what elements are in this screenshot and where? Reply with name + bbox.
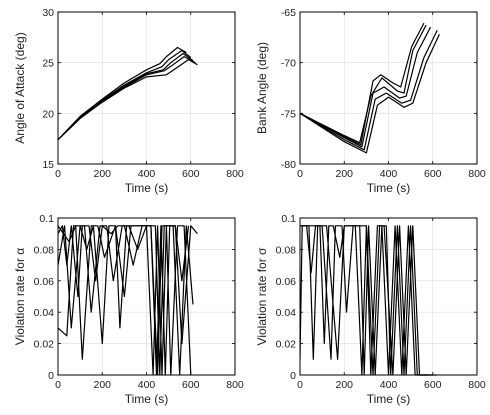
x-axis-label: Time (s) [125, 181, 169, 195]
y-tick-label: -70 [281, 58, 296, 70]
x-tick-label: 400 [380, 168, 398, 180]
series-line-4 [58, 58, 198, 141]
series-line-1 [58, 49, 192, 141]
series-line-3 [58, 225, 192, 376]
x-tick-label: 600 [424, 168, 442, 180]
y-tick-label: 0.1 [281, 213, 296, 225]
series-line-1 [300, 26, 432, 148]
subplot-1: 0 200 400 600 800 15 20 25 30 Time (s) Angle of At… [13, 7, 244, 195]
series-group [300, 22, 440, 154]
x-tick-label: 0 [297, 379, 303, 391]
subplot-4: 0 200 400 600 800 0 0.02 0.04 0.06 0.08 0.1 Time (s… [255, 213, 486, 406]
x-axis-label: Time (s) [125, 392, 169, 406]
y-tick-label: 30 [42, 7, 54, 19]
subplot-2: 0 200 400 600 800 -80 -75 -70 -65 Time (s) Bank An… [255, 7, 486, 195]
y-tick-label: 0.04 [34, 307, 55, 319]
series-line-4 [300, 34, 440, 154]
y-tick-label: -80 [281, 159, 296, 171]
y-tick-label: 0.08 [276, 244, 297, 256]
x-tick-label: 800 [226, 379, 244, 391]
y-tick-label: 0.02 [276, 339, 297, 351]
series-group [58, 225, 198, 376]
x-tick-label: 200 [335, 379, 353, 391]
y-axis-label: Bank Angle (deg) [255, 42, 269, 134]
x-tick-label: 400 [380, 379, 398, 391]
series-line-3 [58, 46, 187, 141]
y-axis-label: Angle of Attack (deg) [13, 32, 27, 143]
x-tick-label: 0 [55, 379, 61, 391]
x-tick-label: 400 [138, 379, 156, 391]
series-line-5 [300, 22, 425, 146]
y-tick-label: 20 [42, 108, 54, 120]
y-tick-label: 0 [48, 370, 54, 382]
y-tick-label: -65 [281, 7, 296, 19]
x-tick-label: 0 [297, 168, 303, 180]
x-tick-label: 600 [424, 379, 442, 391]
y-axis-label: Violation rate for σ [255, 247, 269, 345]
x-tick-label: 200 [93, 379, 111, 391]
x-tick-label: 200 [93, 168, 111, 180]
y-tick-label: 15 [42, 159, 54, 171]
series-line-3 [300, 24, 427, 144]
x-tick-label: 800 [468, 168, 486, 180]
series-group [300, 225, 438, 376]
x-tick-label: 800 [226, 168, 244, 180]
y-tick-label: 25 [42, 58, 54, 70]
y-tick-label: 0 [290, 370, 296, 382]
series-line-4 [58, 225, 190, 376]
y-tick-label: 0.04 [276, 307, 297, 319]
y-tick-label: 0.08 [34, 244, 55, 256]
y-tick-label: 0.06 [276, 276, 297, 288]
series-line-5 [58, 52, 194, 141]
y-axis-label: Violation rate for α [13, 248, 27, 345]
y-tick-label: 0.06 [34, 276, 55, 288]
x-tick-label: 200 [335, 168, 353, 180]
series-group [58, 46, 198, 141]
x-axis-label: Time (s) [367, 392, 411, 406]
y-tick-label: 0.02 [34, 339, 55, 351]
x-axis-label: Time (s) [367, 181, 411, 195]
series-line-2 [300, 29, 438, 151]
x-tick-label: 400 [138, 168, 156, 180]
x-tick-label: 0 [55, 168, 61, 180]
x-tick-label: 600 [182, 168, 200, 180]
subplot-3: 0 200 400 600 800 0 0.02 0.04 0.06 0.08 0.1 Time (s… [13, 213, 244, 406]
x-tick-label: 600 [182, 379, 200, 391]
y-tick-label: 0.1 [39, 213, 54, 225]
x-tick-label: 800 [468, 379, 486, 391]
y-tick-label: -75 [281, 108, 296, 120]
